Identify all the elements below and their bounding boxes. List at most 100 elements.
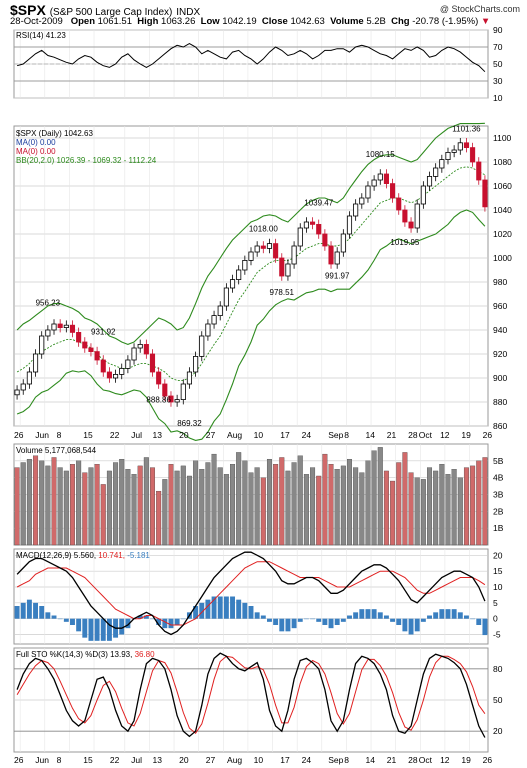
volume-bar — [433, 470, 439, 546]
price-annotation: 1018.00 — [249, 224, 278, 233]
index-name: (S&P 500 Large Cap Index) — [49, 7, 173, 18]
rsi-panel-tick-label: 30 — [493, 76, 503, 86]
bottom-x-label: 24 — [302, 755, 312, 765]
macd-histogram-bar — [408, 618, 414, 635]
macd-histogram-bar — [51, 615, 57, 619]
price-x-label: 10 — [254, 430, 264, 440]
volume-bar — [470, 465, 476, 546]
price-panel-tick-label: 940 — [493, 325, 507, 335]
macd-histogram-bar — [322, 618, 328, 625]
open-value: 1061.51 — [97, 16, 132, 27]
macd-signal-line — [16, 561, 486, 626]
price-x-label: 28 — [408, 430, 418, 440]
candle-body — [371, 179, 377, 187]
volume-bar — [408, 472, 414, 546]
candle-body — [180, 383, 186, 401]
macd-histogram-bar — [291, 618, 297, 629]
rsi-panel-tick-label: 50 — [493, 59, 503, 69]
price-x-label: 8 — [57, 430, 62, 440]
volume-bar — [285, 470, 291, 546]
volume-bar — [174, 470, 180, 546]
macd-histogram-bar — [143, 615, 149, 619]
macd-histogram-bar — [223, 596, 229, 619]
candle-body — [193, 355, 199, 373]
volume-bar — [347, 458, 352, 546]
candle-body — [254, 245, 260, 253]
open-label: Open — [70, 16, 96, 27]
sto-panel-tick-label: 50 — [493, 695, 503, 705]
volume-bar — [371, 450, 377, 546]
volume-bar — [445, 474, 451, 546]
macd-histogram-bar — [248, 606, 254, 619]
candle-body — [20, 383, 26, 391]
volume-bar — [33, 455, 39, 546]
candle-body — [137, 343, 143, 349]
macd-panel-tick-label: 5 — [493, 598, 498, 608]
candle-body — [334, 251, 340, 265]
candle-body — [143, 343, 149, 355]
candle-body — [322, 233, 328, 247]
candle-body — [45, 329, 51, 337]
low-label: Low — [200, 16, 220, 27]
macd-histogram-bar — [119, 618, 125, 635]
bottom-x-label: 26 — [14, 755, 24, 765]
macd-histogram-bar — [316, 618, 322, 622]
volume-bar — [402, 452, 408, 546]
candle-body — [390, 183, 396, 199]
macd-histogram-bar — [328, 618, 334, 629]
bottom-x-label: 13 — [152, 755, 162, 765]
candle-body — [100, 359, 106, 373]
macd-histogram-bar — [297, 618, 303, 622]
volume-bar — [396, 462, 402, 546]
price-annotation: 956.23 — [36, 299, 61, 308]
macd-histogram-bar — [433, 612, 439, 619]
volume-bar — [390, 480, 396, 546]
volume-bar — [451, 469, 457, 546]
candle-body — [125, 359, 131, 369]
sto-k-line — [16, 652, 486, 738]
volume-bar — [383, 470, 389, 546]
candle-body — [149, 353, 156, 373]
volume-bar — [14, 467, 20, 546]
volume-bar — [113, 462, 119, 546]
ma1-legend: MA(0) 0.00 — [16, 138, 56, 147]
watermark[interactable]: @ StockCharts.com — [439, 4, 520, 14]
macd-histogram-bar — [457, 612, 463, 619]
volume-legend: Volume 5,177,068,544 — [16, 446, 97, 455]
candle-body — [57, 323, 63, 328]
price-panel-tick-label: 860 — [493, 421, 507, 431]
down-arrow-icon: ▼ — [480, 16, 491, 27]
candle-body — [476, 161, 482, 181]
candle-body — [217, 305, 223, 317]
macd-histogram-bar — [420, 618, 426, 622]
macd-histogram-bar — [106, 618, 112, 641]
bb-legend: BB(20,2.0) 1026.39 - 1069.32 - 1112.24 — [16, 156, 157, 165]
macd-histogram-bar — [396, 618, 402, 625]
price-x-label: 8 — [344, 430, 349, 440]
volume-bar — [334, 469, 340, 546]
volume-bar — [476, 460, 482, 546]
volume-bar — [260, 477, 266, 546]
price-x-label: 24 — [302, 430, 312, 440]
candle-body — [291, 245, 297, 265]
volume-panel-tick-label: 1B — [493, 523, 504, 533]
volume-bar — [482, 457, 488, 546]
volume-bar — [365, 460, 371, 546]
candle-body — [420, 185, 426, 205]
macd-histogram-bar — [45, 612, 51, 619]
rsi-line — [16, 43, 486, 73]
macd-panel-tick-label: 15 — [493, 566, 503, 576]
candle-body — [482, 179, 488, 208]
rsi-legend: RSI(14) 41.23 — [16, 31, 66, 40]
price-x-label: Aug — [227, 430, 242, 440]
volume-label: Volume — [330, 16, 364, 27]
candle-body — [51, 323, 57, 331]
volume-bar — [100, 484, 106, 546]
macd-histogram-bar — [14, 606, 20, 619]
macd-histogram-bar — [211, 596, 217, 619]
bottom-x-label: Sep — [328, 755, 343, 765]
candle-body — [63, 324, 69, 329]
volume-bar — [310, 467, 316, 546]
price-annotation: 978.51 — [270, 288, 295, 297]
high-value: 1063.26 — [161, 16, 196, 27]
